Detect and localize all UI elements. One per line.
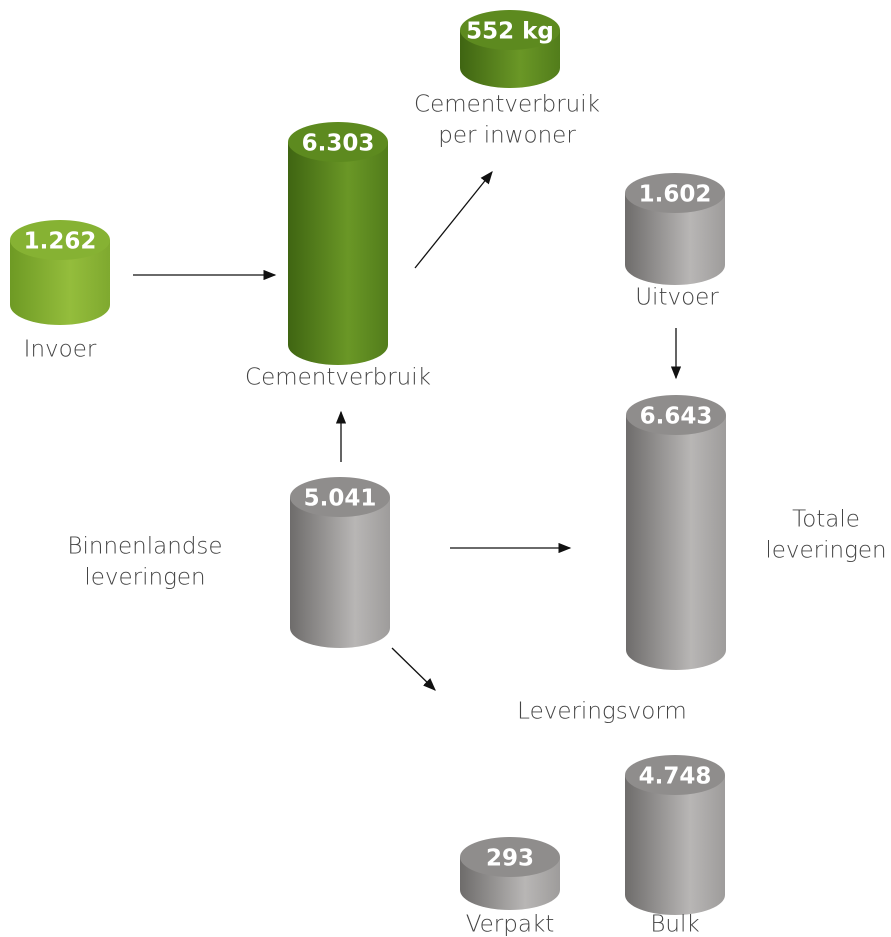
node-value: 6.303 — [302, 131, 375, 157]
cylinder-top — [460, 837, 560, 877]
cylinder-body — [626, 415, 726, 670]
cylinder-top — [626, 395, 726, 435]
node-label: Bulk — [650, 912, 699, 937]
cylinder-body — [290, 497, 390, 648]
cylinder-top — [288, 122, 388, 162]
node-label: Binnenlandse — [67, 534, 222, 560]
node-label: Cementverbruik — [245, 365, 431, 391]
node-label: leveringen — [84, 565, 205, 591]
node-label: per inwoner — [438, 123, 576, 149]
cylinder-node: 293 Verpakt — [460, 837, 560, 937]
cylinder-top — [10, 220, 110, 260]
cylinder-top — [625, 755, 725, 795]
cylinder-node: 6.643 Totale leveringen — [626, 395, 887, 670]
cylinder-node: 5.041 Binnenlandse leveringen — [67, 477, 390, 648]
cylinder-node: 552 kg Cementverbruik per inwoner — [414, 10, 600, 149]
node-value: 293 — [486, 846, 534, 872]
node-label: Totale — [792, 507, 860, 533]
cylinder-node: 4.748 Bulk — [625, 755, 725, 937]
cylinder-body — [10, 240, 110, 325]
cylinder-top — [625, 173, 725, 213]
arrow — [391, 647, 436, 691]
node-value: 1.262 — [24, 229, 97, 255]
arrows — [133, 170, 682, 691]
node-label: Uitvoer — [635, 285, 719, 311]
arrow — [414, 170, 493, 269]
node-value: 1.602 — [639, 182, 712, 208]
node-label: leveringen — [765, 538, 886, 564]
node-value: 5.041 — [304, 486, 377, 512]
cylinder-node: 6.303 Cementverbruik — [245, 122, 431, 391]
cylinder-body — [625, 775, 725, 915]
cylinder-top — [460, 10, 560, 50]
cylinder-body — [288, 142, 388, 365]
node-label: Invoer — [24, 337, 97, 363]
node-value: 552 kg — [466, 19, 554, 45]
cylinder-node: 1.262 Invoer — [10, 220, 110, 363]
node-value: 6.643 — [640, 404, 713, 430]
cylinder-node: 1.602 Uitvoer — [625, 173, 725, 311]
heading: Leveringsvorm — [517, 699, 687, 725]
node-label: Cementverbruik — [414, 92, 600, 118]
node-value: 4.748 — [639, 764, 712, 790]
cylinder-body — [625, 193, 725, 285]
cylinder-top — [290, 477, 390, 517]
node-label: Verpakt — [466, 912, 555, 937]
